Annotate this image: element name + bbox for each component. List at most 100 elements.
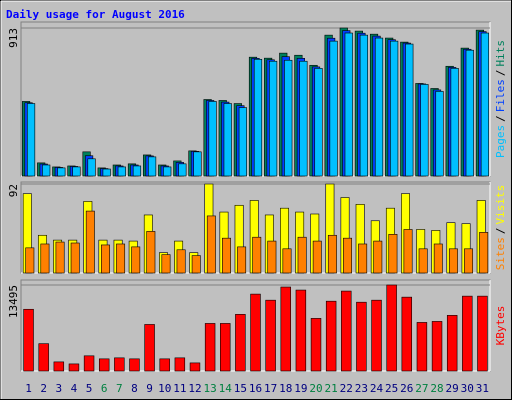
bar bbox=[237, 246, 247, 274]
x-tick-label: 15 bbox=[234, 382, 247, 395]
bar bbox=[114, 357, 125, 372]
bar bbox=[23, 308, 34, 372]
bar bbox=[70, 242, 80, 274]
x-tick-label: 2 bbox=[40, 382, 47, 395]
y-tick-label: 13495 bbox=[7, 285, 20, 318]
x-tick-label: 4 bbox=[71, 382, 78, 395]
legend-separator: / bbox=[494, 70, 507, 77]
legend-entry: Sites bbox=[494, 237, 507, 270]
x-tick-label: 16 bbox=[249, 382, 262, 395]
chart-title: Daily usage for August 2016 bbox=[6, 8, 185, 21]
legend-entry: Files bbox=[494, 79, 507, 112]
bar bbox=[25, 247, 35, 274]
bar bbox=[223, 103, 232, 177]
x-tick-label: 9 bbox=[146, 382, 153, 395]
x-tick-label: 14 bbox=[219, 382, 233, 395]
bar bbox=[284, 59, 293, 177]
bar bbox=[178, 163, 187, 177]
x-tick-label: 28 bbox=[430, 382, 443, 395]
legend-entry: KBytes bbox=[494, 306, 507, 346]
bar bbox=[132, 165, 142, 177]
bar bbox=[416, 322, 428, 372]
x-tick-label: 29 bbox=[446, 382, 459, 395]
bar bbox=[325, 300, 337, 372]
x-tick-label: 23 bbox=[355, 382, 368, 395]
bar bbox=[312, 240, 322, 274]
bar bbox=[267, 240, 277, 274]
y-tick-label: 913 bbox=[7, 28, 20, 48]
x-tick-label: 24 bbox=[370, 382, 384, 395]
bar bbox=[462, 295, 473, 372]
bar bbox=[161, 254, 171, 274]
bar bbox=[222, 237, 231, 274]
bar bbox=[344, 32, 353, 177]
x-tick-label: 8 bbox=[131, 382, 138, 395]
bar bbox=[341, 290, 352, 372]
bar bbox=[359, 34, 368, 177]
bar bbox=[371, 299, 382, 372]
bar bbox=[235, 314, 246, 372]
bar bbox=[282, 248, 292, 274]
bar bbox=[265, 299, 276, 372]
x-tick-label: 18 bbox=[279, 382, 292, 395]
bar bbox=[418, 248, 428, 274]
bar bbox=[250, 293, 261, 372]
x-tick-label: 7 bbox=[116, 382, 123, 395]
bar bbox=[193, 151, 202, 177]
bar bbox=[85, 210, 95, 274]
bar bbox=[204, 323, 216, 372]
x-tick-label: 27 bbox=[415, 382, 428, 395]
bar bbox=[388, 234, 398, 274]
bar bbox=[131, 246, 141, 274]
bar bbox=[189, 362, 201, 372]
bar bbox=[146, 231, 156, 274]
bar bbox=[57, 167, 66, 177]
bar bbox=[329, 40, 338, 177]
legend-entry: Hits bbox=[494, 40, 507, 67]
bar bbox=[163, 166, 172, 177]
legend-entry: Visits bbox=[494, 185, 507, 225]
x-tick-label: 26 bbox=[400, 382, 413, 395]
bar bbox=[55, 241, 65, 274]
x-tick-label: 3 bbox=[56, 382, 63, 395]
bar bbox=[148, 156, 157, 177]
bar bbox=[68, 363, 80, 372]
bar bbox=[87, 158, 96, 177]
bar bbox=[420, 84, 429, 177]
bar bbox=[479, 232, 489, 274]
bar bbox=[42, 164, 51, 177]
bar bbox=[390, 40, 399, 177]
legend: Pages / Files / Hits bbox=[494, 40, 507, 158]
bar bbox=[327, 234, 337, 274]
bar bbox=[314, 68, 323, 177]
bar bbox=[446, 315, 458, 372]
bar bbox=[480, 32, 490, 177]
x-tick-label: 11 bbox=[173, 382, 186, 395]
bar bbox=[431, 321, 443, 372]
bar bbox=[102, 168, 111, 177]
x-tick-label: 30 bbox=[461, 382, 474, 395]
bar bbox=[464, 248, 474, 274]
legend: Sites / Visits bbox=[494, 185, 507, 271]
bar bbox=[191, 255, 201, 274]
bar bbox=[252, 236, 262, 274]
bar bbox=[208, 101, 217, 177]
legend-separator: / bbox=[494, 115, 507, 122]
bar bbox=[38, 343, 49, 372]
x-tick-label: 6 bbox=[101, 382, 108, 395]
bar bbox=[72, 166, 81, 177]
bar bbox=[343, 237, 352, 274]
x-tick-label: 10 bbox=[158, 382, 171, 395]
bar bbox=[206, 215, 216, 274]
bar bbox=[129, 358, 140, 372]
x-tick-label: 31 bbox=[476, 382, 489, 395]
bar bbox=[220, 323, 231, 372]
bar bbox=[435, 91, 444, 177]
bar bbox=[116, 243, 126, 274]
bar bbox=[374, 37, 384, 177]
bar bbox=[100, 244, 110, 274]
x-tick-label: 13 bbox=[203, 382, 216, 395]
bar bbox=[465, 49, 474, 177]
bar bbox=[238, 107, 247, 177]
